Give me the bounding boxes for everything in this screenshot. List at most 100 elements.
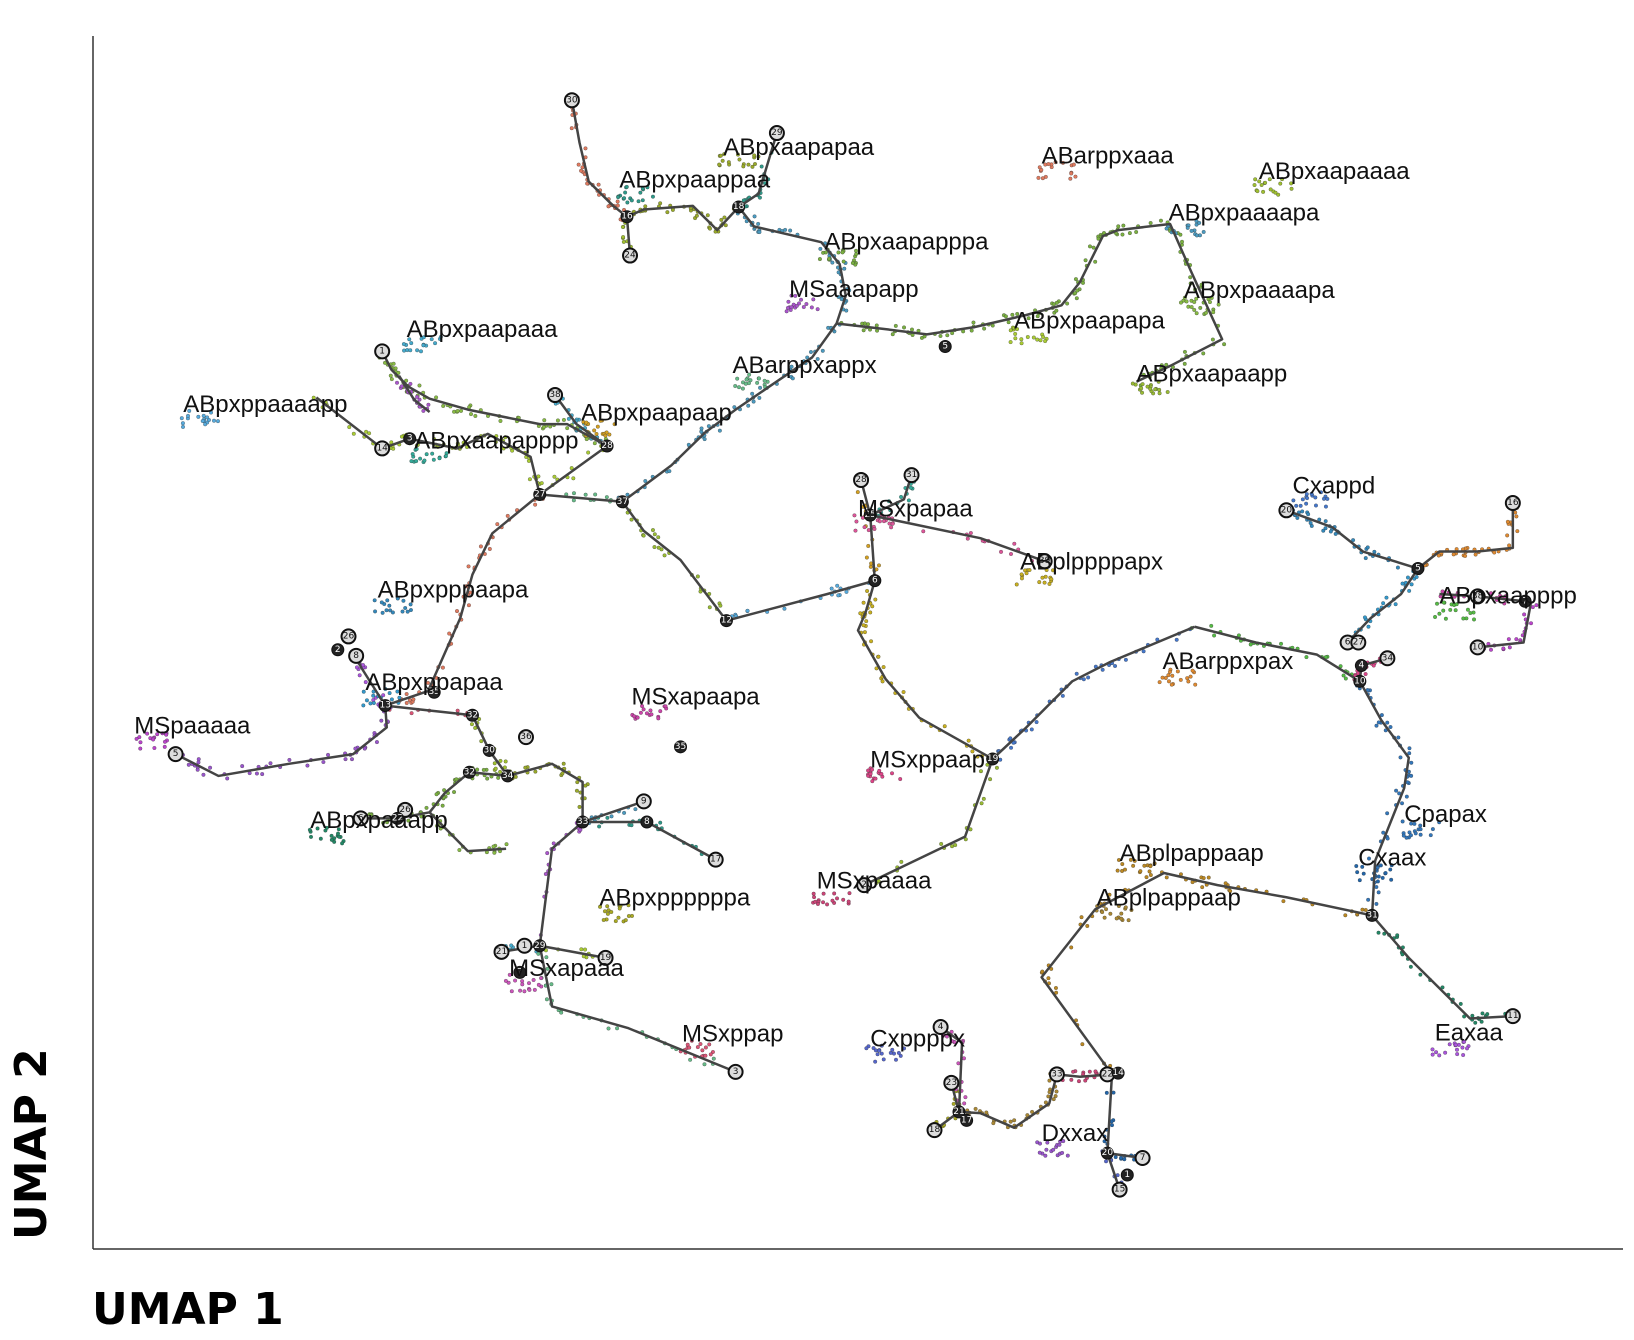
cell-point — [759, 164, 764, 169]
cell-point — [862, 630, 867, 635]
cell-point — [1169, 682, 1174, 687]
cell-point — [1116, 224, 1121, 229]
cell-point — [440, 803, 445, 808]
cluster-label: Cpapax — [1404, 801, 1487, 828]
cell-point — [850, 261, 855, 265]
trajectory-node-label: 1 — [379, 346, 385, 356]
cell-point — [601, 918, 606, 922]
trajectory-node-label: 1 — [522, 941, 528, 951]
cell-point — [455, 609, 459, 614]
cell-point — [604, 430, 609, 435]
cell-point — [329, 833, 334, 838]
trajectory-node-label: 17 — [710, 855, 721, 865]
cell-point — [305, 763, 310, 768]
trajectory-node: 34 — [1379, 650, 1396, 667]
cell-point — [1182, 349, 1187, 354]
cell-point — [1100, 667, 1105, 672]
cell-point — [1289, 186, 1294, 191]
cell-point — [988, 777, 993, 782]
cluster-label: ABpxaapaaaa — [1259, 158, 1410, 185]
cell-point — [1501, 646, 1506, 651]
cell-point — [605, 911, 610, 916]
cell-point — [708, 226, 712, 231]
cell-point — [753, 162, 757, 166]
cell-point — [1047, 582, 1052, 586]
cell-point — [1388, 725, 1393, 729]
cell-point — [1061, 160, 1065, 165]
trajectory-node: 14 — [1111, 1066, 1125, 1080]
trajectory-edge — [1106, 1074, 1143, 1160]
cluster-label: Cxppppx — [870, 1025, 965, 1052]
cell-point — [552, 474, 557, 479]
cell-point — [395, 380, 399, 385]
cell-point — [422, 458, 427, 463]
cell-point — [861, 600, 866, 605]
cell-point — [543, 872, 548, 876]
cluster-label: ABpxppppppa — [599, 885, 750, 912]
cell-point — [817, 257, 822, 262]
cell-point — [1385, 720, 1390, 725]
cell-point — [545, 851, 550, 856]
cell-point — [1030, 558, 1034, 563]
cell-point — [1210, 337, 1215, 342]
cell-point — [1009, 745, 1014, 750]
x-axis-title: UMAP 1 — [92, 1284, 284, 1335]
cell-point — [363, 680, 368, 685]
trajectory-node-label: 14 — [1112, 1068, 1124, 1078]
cell-point — [808, 350, 813, 354]
y-axis-title: UMAP 2 — [6, 1048, 57, 1240]
cell-point — [1314, 503, 1318, 508]
cell-point — [437, 456, 442, 461]
cell-point — [1046, 976, 1051, 981]
cell-point — [815, 307, 820, 312]
trajectory-edge — [856, 580, 994, 761]
trajectory-node: 38 — [547, 387, 564, 404]
cell-point — [1300, 509, 1305, 514]
cell-point — [881, 1057, 886, 1062]
cell-point — [415, 442, 420, 447]
cluster-label: ABplpappaap — [1120, 840, 1264, 867]
cell-point — [1463, 553, 1468, 558]
cell-point — [836, 593, 841, 598]
cell-point — [1374, 885, 1379, 889]
cluster-label: MSaaapapp — [789, 276, 918, 303]
cell-point — [1043, 339, 1048, 344]
trajectory-edge — [539, 493, 623, 504]
cell-point — [613, 919, 618, 924]
trajectory-edge — [1371, 914, 1513, 1020]
trajectory-node-label: 27 — [1353, 638, 1364, 648]
cell-point — [844, 589, 849, 594]
cell-point — [1440, 985, 1445, 990]
cell-point — [991, 1121, 996, 1126]
cell-point — [801, 305, 806, 309]
cell-point — [1443, 616, 1448, 621]
trajectory-node-label: 11 — [1507, 1011, 1518, 1021]
cell-point — [605, 815, 610, 820]
cluster-label: Cxaax — [1358, 845, 1426, 872]
cell-point — [1065, 301, 1070, 306]
cell-point — [862, 525, 867, 530]
cell-point — [864, 619, 869, 624]
cell-point — [419, 349, 423, 354]
cell-point — [1409, 773, 1414, 778]
cell-point — [1068, 176, 1073, 181]
cell-point — [956, 1061, 961, 1066]
cell-point — [620, 225, 625, 229]
cell-point — [855, 490, 860, 495]
cell-point — [1012, 541, 1017, 546]
cell-point — [1051, 1147, 1056, 1152]
cell-point — [1178, 677, 1183, 682]
cell-point — [498, 758, 503, 763]
cell-point — [561, 417, 566, 422]
cell-point — [939, 842, 944, 846]
cell-point — [852, 513, 857, 518]
trajectory-node-label: 30 — [484, 745, 496, 755]
cell-point — [1324, 504, 1328, 509]
cell-point — [1164, 875, 1169, 880]
cell-point — [1073, 291, 1078, 296]
trajectory-node: 3 — [727, 1063, 744, 1080]
cell-point — [372, 598, 377, 603]
cell-point — [1376, 720, 1381, 725]
cell-point — [1458, 1001, 1463, 1006]
